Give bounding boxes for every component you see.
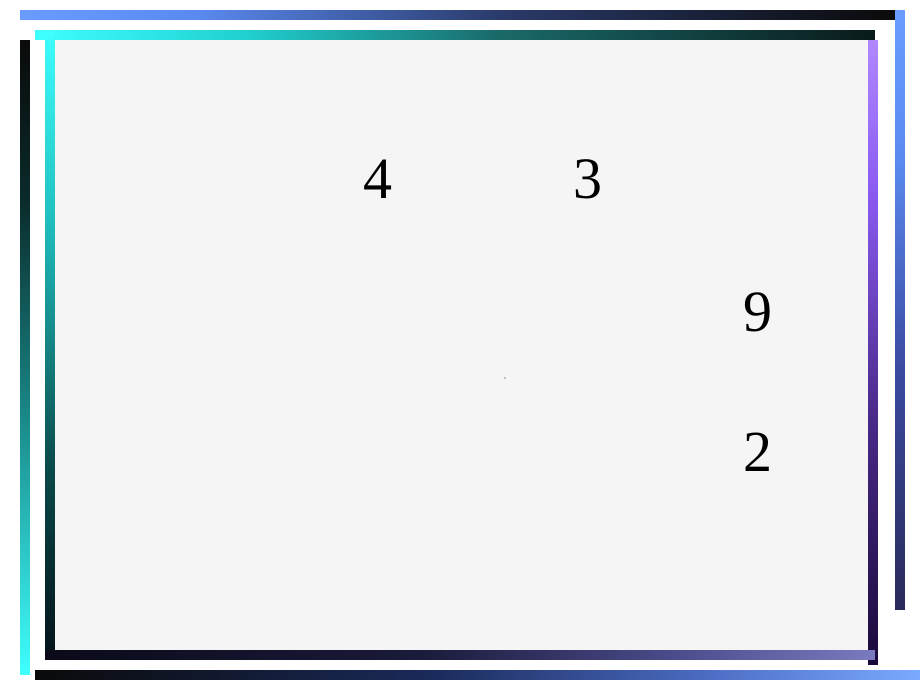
outer-top-border bbox=[20, 10, 895, 20]
outer-bottom-border bbox=[35, 670, 920, 680]
inner-right-border bbox=[868, 40, 878, 665]
inner-top-border bbox=[35, 30, 875, 40]
outer-left-border bbox=[20, 40, 30, 675]
outer-right-border bbox=[895, 10, 905, 610]
inner-bottom-border bbox=[45, 650, 875, 660]
slide-content-area: 4 3 9 2 · bbox=[55, 40, 870, 660]
inner-left-border bbox=[45, 30, 55, 655]
center-dot-marker: · bbox=[502, 368, 508, 389]
number-9: 9 bbox=[743, 278, 772, 345]
number-2: 2 bbox=[743, 418, 772, 485]
number-3: 3 bbox=[573, 145, 602, 212]
number-4: 4 bbox=[363, 145, 392, 212]
